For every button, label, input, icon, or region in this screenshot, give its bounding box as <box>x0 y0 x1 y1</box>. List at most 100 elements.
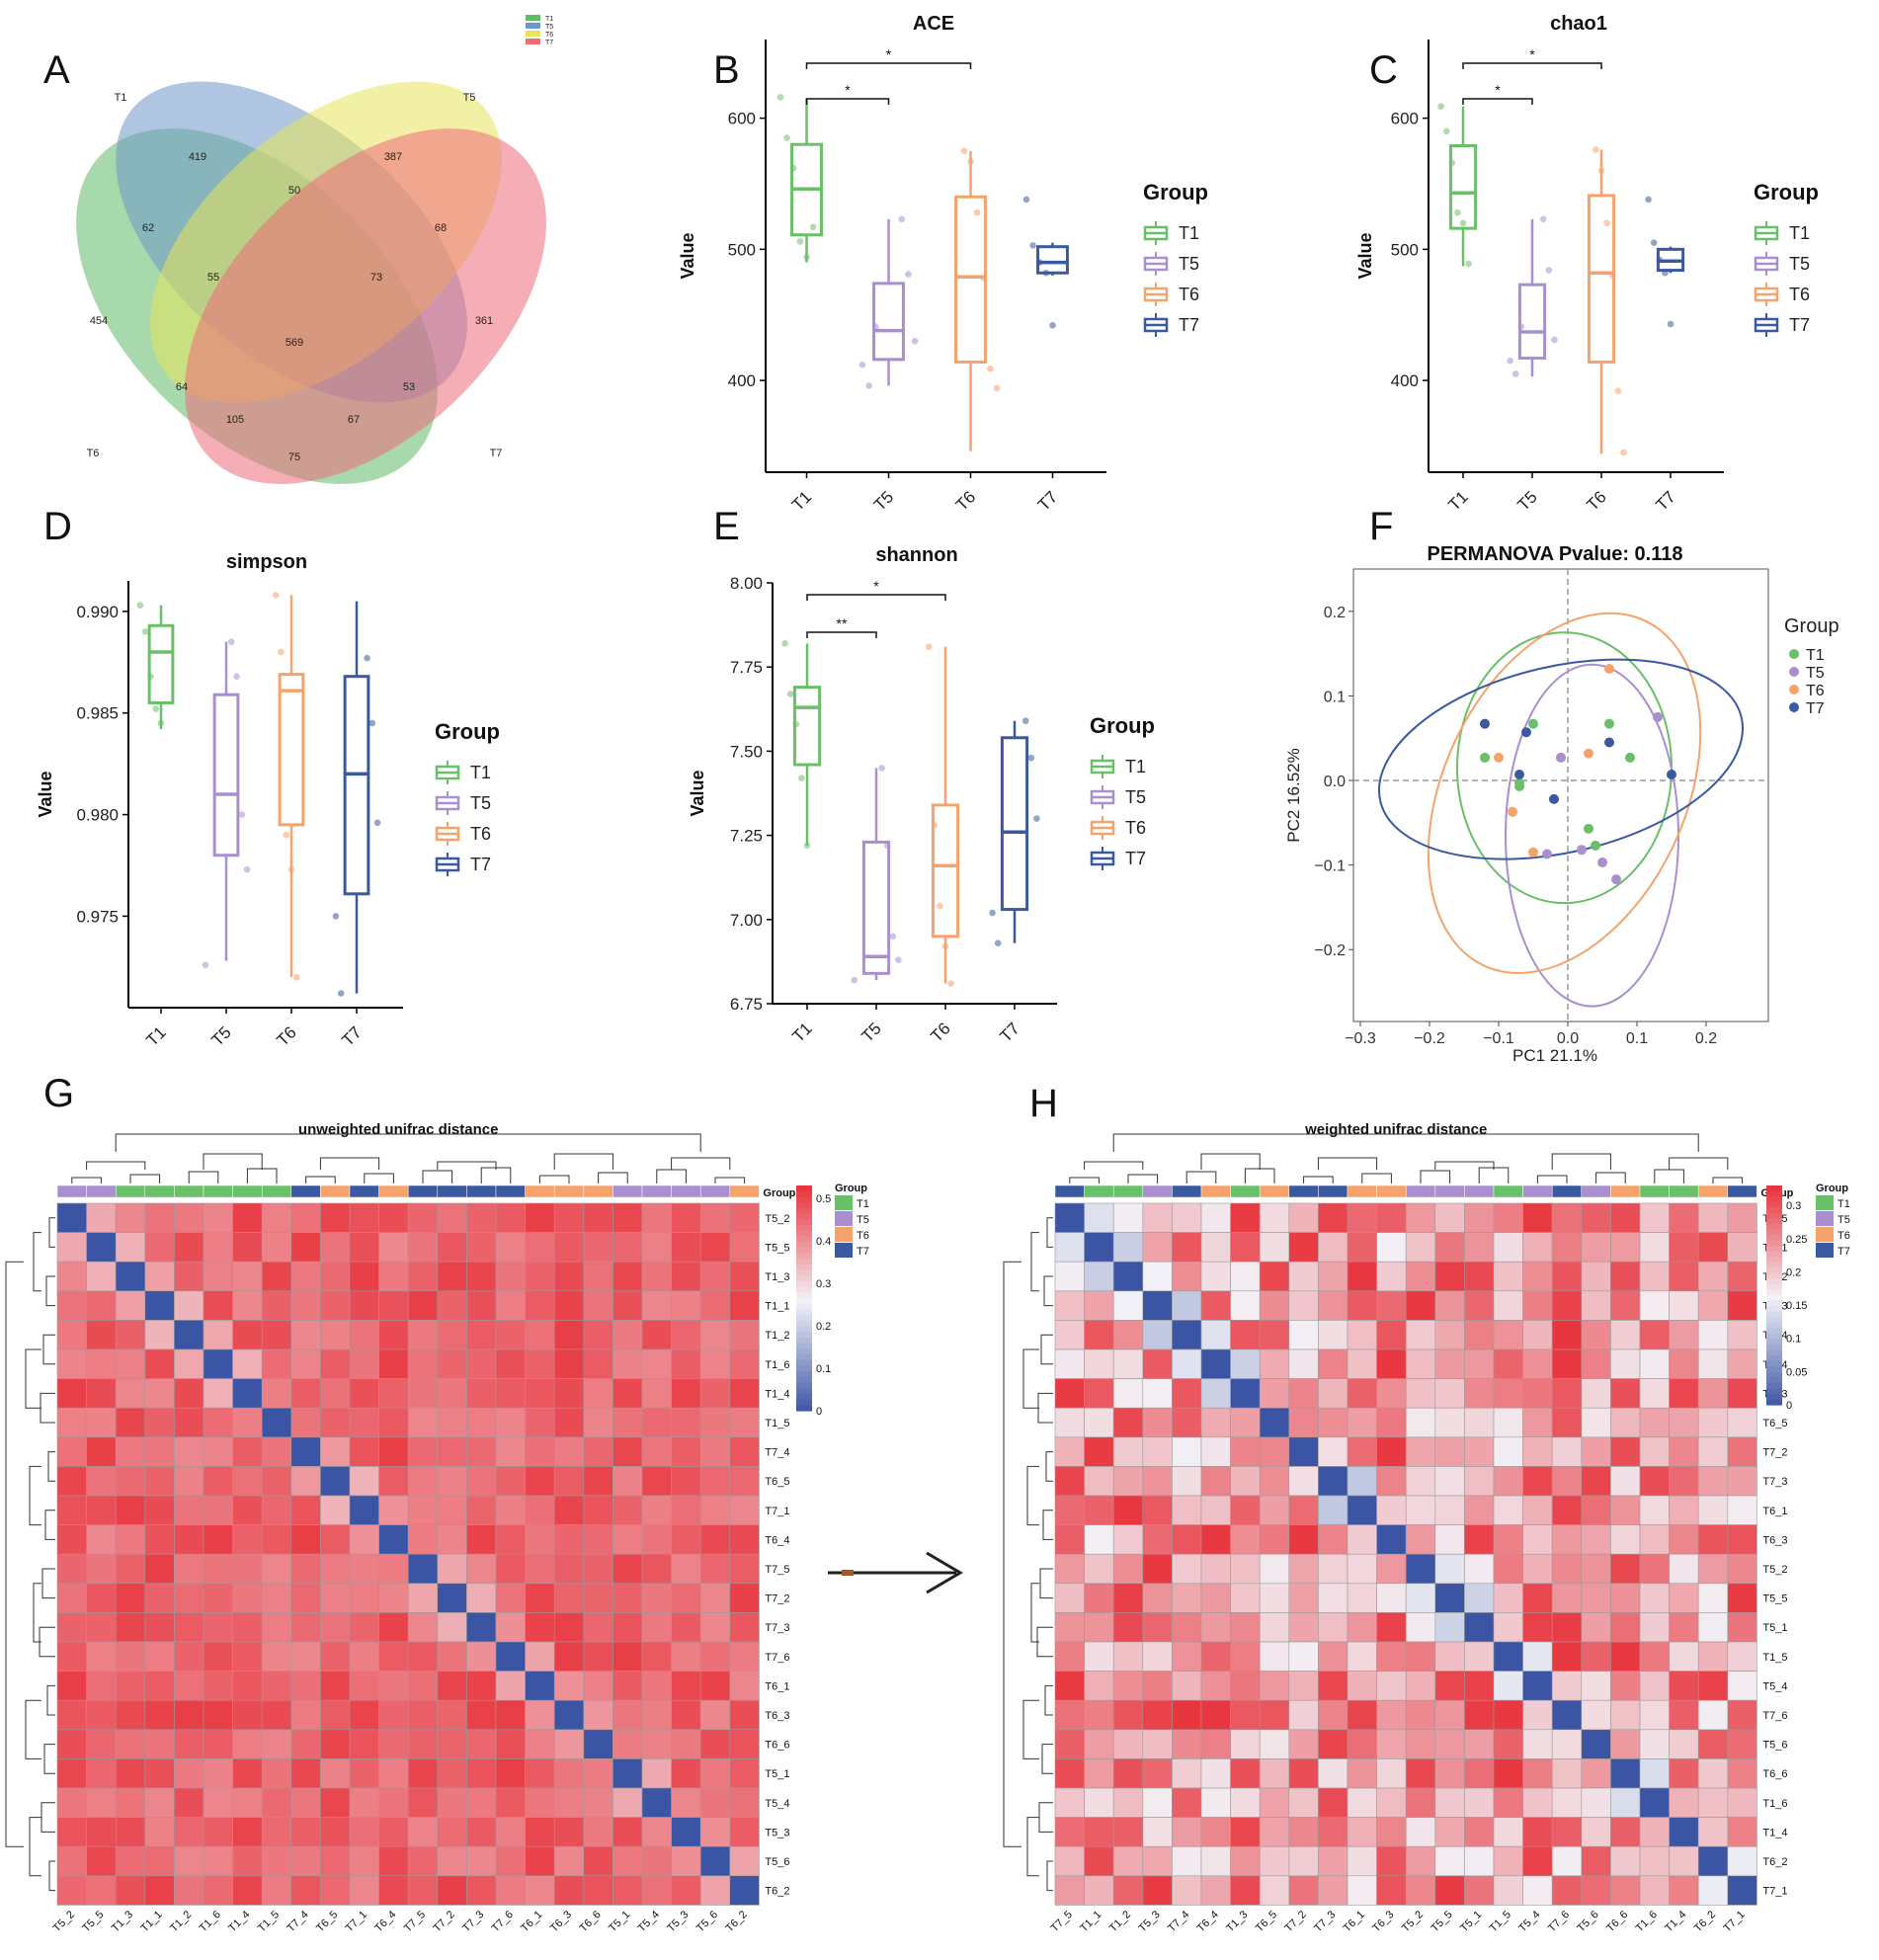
heatmap-cell <box>1405 1320 1436 1350</box>
heatmap-cell <box>1084 1320 1114 1350</box>
heatmap-cell <box>1522 1817 1553 1847</box>
heatmap-cell <box>115 1845 146 1877</box>
row-label: T1_6 <box>765 1359 789 1371</box>
heatmap-cell <box>86 1436 117 1467</box>
heatmap-cell <box>1434 1524 1465 1555</box>
heatmap-cell <box>553 1524 585 1555</box>
heatmap-cell <box>1669 1729 1699 1759</box>
heatmap-cell <box>56 1261 87 1292</box>
heatmap-cell <box>290 1436 321 1467</box>
heatmap-cell <box>1697 1612 1729 1643</box>
heatmap-cell <box>1405 1495 1436 1525</box>
heatmap-cell <box>1727 1261 1757 1292</box>
heatmap-cell <box>495 1524 526 1555</box>
row-label: T1_1 <box>765 1301 789 1313</box>
legend-label-t1: T1 <box>1806 647 1825 664</box>
heatmap-cell <box>1200 1553 1231 1585</box>
y-axis-label: Value <box>678 232 697 279</box>
heatmap-cell <box>729 1348 760 1379</box>
heatmap-cell <box>1288 1202 1319 1233</box>
data-point <box>1459 219 1467 227</box>
heatmap-cell <box>349 1348 379 1379</box>
heatmap-cell <box>56 1553 87 1585</box>
heatmap-cell <box>613 1495 643 1525</box>
group-annotation-cell <box>1493 1184 1523 1198</box>
heatmap-cell <box>407 1378 439 1409</box>
colorbar-step <box>796 1371 812 1378</box>
heatmap-cell <box>232 1641 263 1672</box>
heatmap-cell <box>1112 1320 1144 1350</box>
heatmap-cell <box>1142 1290 1173 1321</box>
heatmap-cell <box>407 1290 439 1321</box>
venn-count-t7-only: 361 <box>475 315 493 327</box>
heatmap-cell <box>290 1641 321 1672</box>
heatmap-cell <box>378 1583 409 1613</box>
heatmap-cell <box>1084 1583 1114 1613</box>
heatmap-cell <box>115 1583 146 1613</box>
heatmap-cell <box>1610 1699 1641 1731</box>
heatmap-cell <box>1230 1612 1261 1643</box>
significance-bracket <box>805 98 890 105</box>
heatmap-cell <box>1054 1524 1085 1555</box>
column-label: T1_2 <box>168 1909 194 1934</box>
heatmap-cell <box>290 1787 321 1818</box>
heatmap-cell <box>466 1378 497 1409</box>
heatmap-cell <box>1172 1202 1202 1233</box>
row-label: T5_2 <box>1762 1564 1787 1576</box>
x-tick-label: 0.0 <box>1557 1030 1579 1047</box>
group-annotation-cell <box>144 1184 175 1198</box>
heatmap-cell <box>1054 1436 1085 1467</box>
heatmap-cell <box>1200 1671 1231 1701</box>
heatmap-cell <box>1697 1202 1729 1233</box>
heatmap-cell <box>1259 1875 1290 1906</box>
heatmap-cell <box>1318 1845 1348 1877</box>
heatmap-cell <box>1581 1524 1611 1555</box>
heatmap-cell <box>553 1758 585 1789</box>
heatmap-cell <box>1112 1729 1144 1759</box>
heatmap-cell <box>1669 1436 1699 1467</box>
legend-label-t1: T1 <box>470 763 491 782</box>
heatmap-cell <box>729 1758 760 1789</box>
heatmap-cell <box>407 1407 439 1438</box>
heatmap-cell <box>1464 1495 1495 1525</box>
heatmap-cell <box>203 1436 233 1467</box>
venn-count-t1-t6: 64 <box>176 381 188 393</box>
heatmap-cell <box>1551 1348 1583 1379</box>
colorbar-tick-label: 0.3 <box>1786 1200 1801 1212</box>
row-label: T1_5 <box>765 1418 789 1429</box>
heatmap-cell <box>1522 1875 1553 1906</box>
heatmap-cell <box>1434 1407 1465 1438</box>
heatmap-cell <box>56 1758 87 1789</box>
heatmap-cell <box>641 1553 672 1585</box>
heatmap-cell <box>1054 1699 1085 1731</box>
heatmap-cell <box>437 1495 467 1525</box>
heatmap-cell <box>86 1348 117 1379</box>
heatmap-cell <box>1610 1583 1641 1613</box>
heatmap-cell <box>1172 1466 1202 1497</box>
heatmap-cell <box>349 1232 379 1263</box>
heatmap-cell <box>1464 1817 1495 1847</box>
scatter-point-t5 <box>1556 752 1566 763</box>
heatmap-cell <box>729 1845 760 1877</box>
heatmap-cell <box>86 1641 117 1672</box>
x-tick-label: T7 <box>1652 487 1678 514</box>
heatmap-cell <box>1727 1875 1757 1906</box>
column-label: T5_2 <box>1400 1909 1426 1934</box>
scatter-point-t5 <box>1542 849 1552 859</box>
heatmap-cell <box>1112 1524 1144 1555</box>
legend-label-t6: T6 <box>1838 1230 1850 1242</box>
box-t7 <box>1000 720 1029 943</box>
heatmap-cell <box>1288 1320 1319 1350</box>
heatmap-cell <box>437 1202 467 1233</box>
heatmap-cell <box>1318 1758 1348 1789</box>
y-tick-label: 7.00 <box>730 911 763 930</box>
heatmap-cell <box>1318 1875 1348 1906</box>
significance-label: ** <box>837 615 848 631</box>
heatmap-cell <box>407 1641 439 1672</box>
heatmap-cell <box>1259 1290 1290 1321</box>
heatmap-cell <box>1347 1583 1377 1613</box>
venn-count-t1-t7: 75 <box>288 451 300 463</box>
data-point <box>858 361 866 368</box>
column-label: T1_4 <box>1663 1909 1688 1934</box>
